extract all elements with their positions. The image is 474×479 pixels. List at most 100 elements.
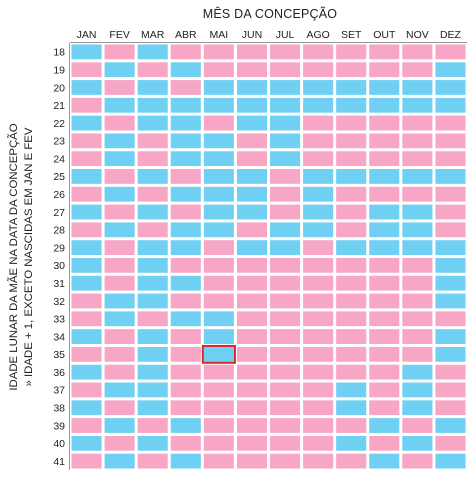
- heatmap-cell: [71, 222, 102, 238]
- heatmap-cell: [170, 293, 201, 309]
- heatmap-cell: [303, 329, 334, 344]
- heatmap-cell: [203, 346, 234, 362]
- heatmap-cell: [336, 80, 367, 95]
- heatmap-cell: [402, 169, 433, 184]
- heatmap-cell: [270, 169, 301, 184]
- heatmap-cell: [71, 346, 102, 362]
- heatmap-cell: [336, 204, 367, 220]
- heatmap-cell: [402, 133, 433, 149]
- y-tick-label: 33: [53, 314, 65, 326]
- heatmap-cell: [203, 275, 234, 291]
- heatmap-cell: [270, 240, 301, 255]
- heatmap-cell: [170, 346, 201, 362]
- heatmap-cell: [203, 169, 234, 184]
- y-tick-label: 27: [53, 207, 65, 219]
- heatmap-cell: [402, 293, 433, 309]
- heatmap-cell: [104, 382, 135, 398]
- heatmap-cell: [270, 204, 301, 220]
- heatmap-cell: [71, 44, 102, 60]
- heatmap-cell: [137, 258, 168, 273]
- heatmap-cell: [203, 133, 234, 149]
- heatmap-cell: [203, 453, 234, 469]
- heatmap-cell: [104, 400, 135, 416]
- heatmap-cell: [170, 311, 201, 327]
- heatmap-cell: [104, 311, 135, 327]
- heatmap-cell: [236, 204, 267, 220]
- heatmap-cell: [336, 97, 367, 113]
- heatmap-cell: [369, 453, 400, 469]
- heatmap-cell: [435, 435, 466, 451]
- heatmap-cell: [137, 62, 168, 78]
- heatmap-cell: [270, 186, 301, 202]
- heatmap-cell: [303, 364, 334, 380]
- heatmap-cell: [236, 418, 267, 433]
- heatmap-cell: [236, 133, 267, 149]
- heatmap-cell: [203, 435, 234, 451]
- heatmap-cell: [236, 62, 267, 78]
- heatmap-cell: [270, 364, 301, 380]
- heatmap-cell: [336, 240, 367, 255]
- heatmap-cell: [137, 204, 168, 220]
- heatmap-cell: [270, 293, 301, 309]
- heatmap-cell: [104, 133, 135, 149]
- heatmap-cell: [104, 418, 135, 433]
- y-tick-label: 20: [53, 82, 65, 94]
- heatmap-cell: [435, 382, 466, 398]
- heatmap-cell: [303, 133, 334, 149]
- heatmap-cell: [270, 346, 301, 362]
- heatmap-cell: [137, 44, 168, 60]
- heatmap-cell: [369, 258, 400, 273]
- heatmap-cell: [104, 222, 135, 238]
- heatmap-cell: [435, 311, 466, 327]
- heatmap-cell: [71, 80, 102, 95]
- x-tick-label: MAI: [210, 29, 229, 41]
- heatmap-cell: [104, 435, 135, 451]
- heatmap-cell: [369, 329, 400, 344]
- heatmap-cell: [71, 453, 102, 469]
- heatmap-cell: [303, 44, 334, 60]
- y-tick-label: 31: [53, 278, 65, 290]
- heatmap-cell: [137, 169, 168, 184]
- heatmap-cell: [236, 240, 267, 255]
- heatmap-cell: [303, 204, 334, 220]
- heatmap-cell: [369, 115, 400, 131]
- x-tick-label: SET: [341, 29, 362, 41]
- heatmap-cell: [137, 329, 168, 344]
- y-tick-label: 23: [53, 136, 65, 148]
- heatmap-cell: [303, 62, 334, 78]
- y-tick-label: 38: [53, 403, 65, 415]
- heatmap-cell: [336, 44, 367, 60]
- heatmap-cell: [435, 62, 466, 78]
- heatmap-cell: [71, 115, 102, 131]
- heatmap-cell: [369, 133, 400, 149]
- heatmap-cell: [203, 329, 234, 344]
- heatmap-cell: [104, 44, 135, 60]
- y-tick-label: 25: [53, 171, 65, 183]
- heatmap-cell: [402, 418, 433, 433]
- heatmap-cell: [303, 453, 334, 469]
- heatmap-cell: [402, 115, 433, 131]
- heatmap-cell: [402, 435, 433, 451]
- heatmap-cell: [236, 329, 267, 344]
- heatmap-cell: [170, 400, 201, 416]
- heatmap-cell: [137, 151, 168, 167]
- heatmap-cell: [236, 382, 267, 398]
- heatmap-cell: [236, 169, 267, 184]
- heatmap-cell: [236, 435, 267, 451]
- x-tick-label: JUN: [242, 29, 262, 41]
- y-tick-label: 41: [53, 456, 65, 468]
- heatmap-cell: [435, 151, 466, 167]
- heatmap-cell: [270, 329, 301, 344]
- heatmap-cell: [236, 151, 267, 167]
- heatmap-cell: [402, 346, 433, 362]
- heatmap-cell: [170, 258, 201, 273]
- heatmap-cell: [104, 275, 135, 291]
- heatmap-cell: [336, 346, 367, 362]
- heatmap-cell: [402, 329, 433, 344]
- heatmap-cell: [236, 311, 267, 327]
- heatmap-cell: [303, 169, 334, 184]
- heatmap-cell: [203, 186, 234, 202]
- heatmap-cell: [369, 275, 400, 291]
- heatmap-cell: [170, 222, 201, 238]
- heatmap-cell: [369, 44, 400, 60]
